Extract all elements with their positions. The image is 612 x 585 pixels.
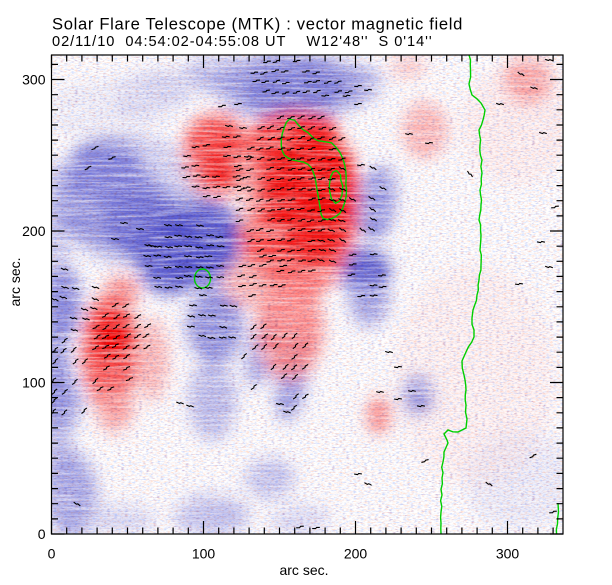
svg-text:300: 300 (496, 546, 520, 562)
svg-text:300: 300 (22, 71, 46, 87)
svg-text:0: 0 (48, 546, 56, 562)
svg-text:200: 200 (22, 223, 46, 239)
svg-text:100: 100 (192, 546, 216, 562)
svg-text:Solar Flare Telescope (MTK) :: Solar Flare Telescope (MTK) : vector mag… (52, 15, 463, 34)
svg-text:0: 0 (38, 526, 46, 542)
svg-text:100: 100 (22, 374, 46, 390)
svg-text:200: 200 (344, 546, 368, 562)
svg-text:02/11/10 04:54:02-04:55:08 UT: 02/11/10 04:54:02-04:55:08 UT W12'48'' S… (52, 34, 433, 50)
svg-text:arc sec.: arc sec. (7, 257, 23, 306)
svg-text:arc sec.: arc sec. (279, 562, 328, 578)
